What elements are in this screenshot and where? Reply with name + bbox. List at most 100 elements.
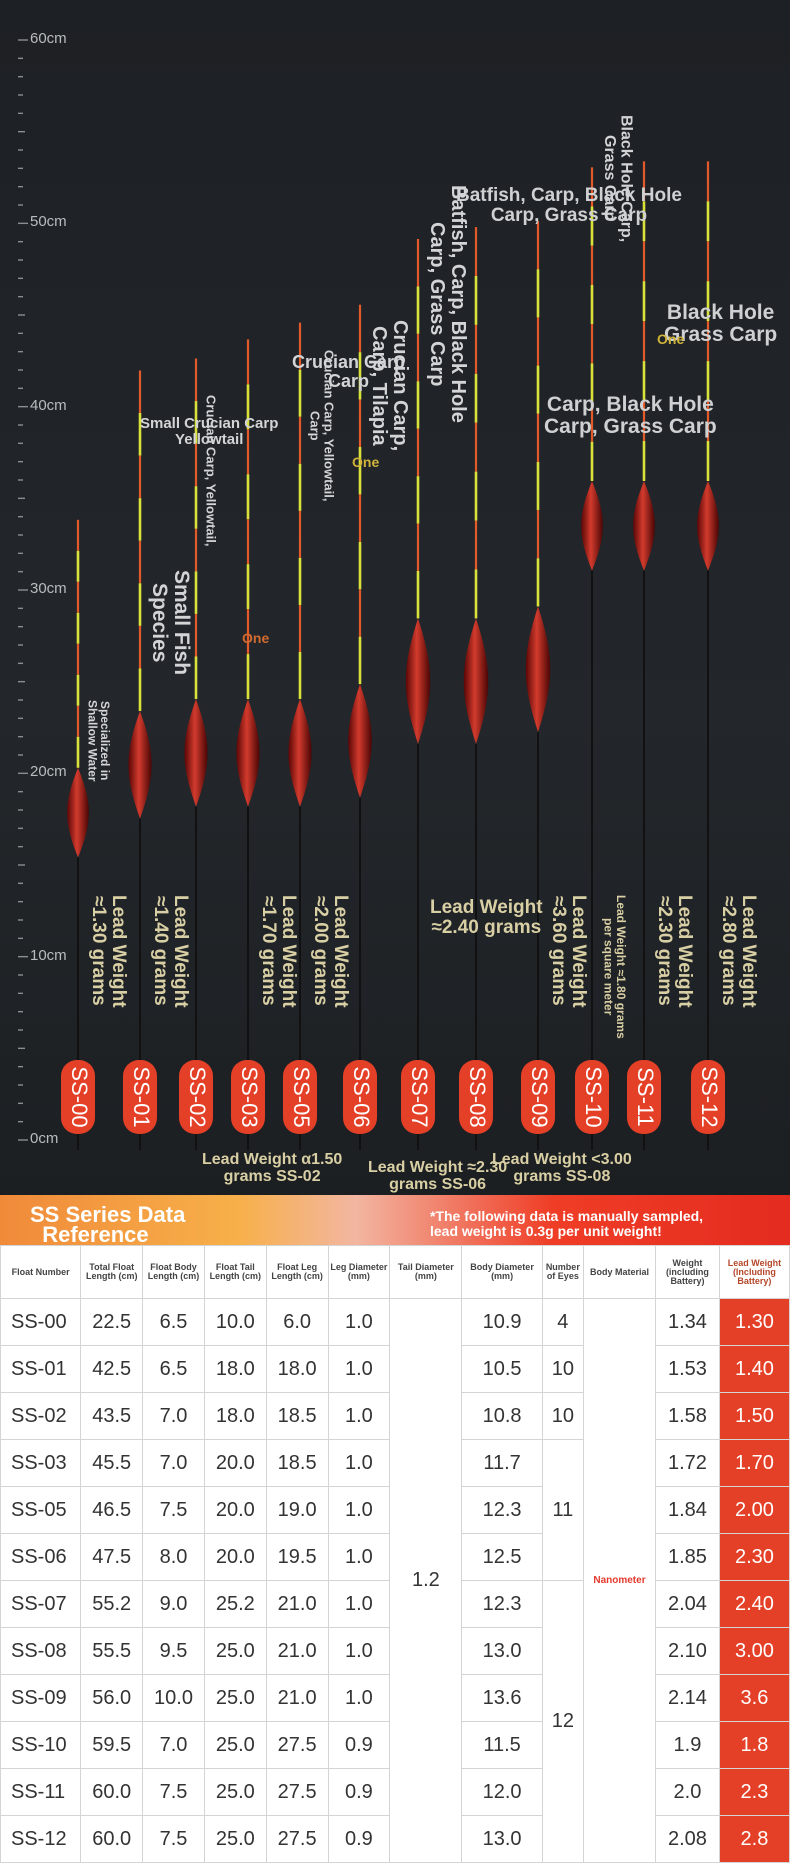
table-cell: 1.0 <box>327 1533 391 1581</box>
table-row: SS-01 42.5 6.5 18.0 18.0 1.0 10.5 10 1.53 1.40 <box>0 1345 790 1393</box>
spec-table: Float Number Total Float Length (cm) Float… <box>0 1245 790 1863</box>
float-id-label: SS-08 <box>465 1066 490 1127</box>
float-body <box>525 606 551 732</box>
ruler-label: 60cm <box>30 30 67 47</box>
table-header: Leg Diameter (mm) <box>327 1245 391 1299</box>
table-cell: SS-05 <box>0 1486 82 1534</box>
table-header: Float Tail Length (cm) <box>203 1245 267 1299</box>
table-cell: 25.0 <box>203 1768 267 1816</box>
table-cell: 11.5 <box>461 1721 543 1769</box>
table-cell: 13.0 <box>461 1627 543 1675</box>
table-cell: 1.8 <box>718 1721 790 1769</box>
table-cell: 47.5 <box>80 1533 144 1581</box>
table-cell: SS-07 <box>0 1580 82 1628</box>
table-cell: 1.9 <box>655 1721 720 1769</box>
table-cell: 27.5 <box>265 1815 329 1863</box>
table-cell: SS-08 <box>0 1627 82 1675</box>
annotation-one-2: One <box>242 630 270 646</box>
table-header-row: Float Number Total Float Length (cm) Float… <box>0 1245 790 1299</box>
table-cell: 8.0 <box>142 1533 205 1581</box>
table-row: SS-05 46.5 7.5 20.0 19.0 1.0 12.3 1.84 2.00 <box>0 1486 790 1534</box>
ruler-label: 30cm <box>30 580 67 597</box>
table-cell: 10.8 <box>461 1392 543 1440</box>
table-cell: 21.0 <box>265 1674 329 1722</box>
table-cell: 20.0 <box>203 1486 267 1534</box>
annotation-lead-ss06: Lead Weight ≈2.30 grams SS-06 <box>368 1159 508 1193</box>
table-header: Total Float Length (cm) <box>80 1245 144 1299</box>
float-body <box>405 618 431 744</box>
table-cell: 19.5 <box>265 1533 329 1581</box>
table-cell: 1.85 <box>655 1533 720 1581</box>
table-cell: 60.0 <box>80 1768 144 1816</box>
ruler-label: 0cm <box>30 1130 59 1147</box>
table-cell: 2.0 <box>655 1768 720 1816</box>
table-row: SS-09 56.0 10.0 25.0 21.0 1.0 13.6 2.14 3.6 <box>0 1674 790 1722</box>
table-row: SS-08 55.5 9.5 25.0 21.0 1.0 13.0 2.10 3.00 <box>0 1627 790 1675</box>
table-cell: 2.08 <box>655 1815 720 1863</box>
float-id-tag <box>123 1060 157 1134</box>
table-cell: 2.10 <box>655 1627 720 1675</box>
table-cell: 10.0 <box>142 1674 205 1722</box>
species-label: Crucian Carp, Carp, Tilapia <box>368 320 411 452</box>
float-body <box>348 684 372 798</box>
float-id-tag <box>401 1060 435 1134</box>
species-label: Small Fish Species <box>148 570 194 676</box>
float-body <box>67 767 89 858</box>
table-cell: SS-09 <box>0 1674 82 1722</box>
body-material-cell: Nanometer <box>582 1298 657 1863</box>
table-cell: 10.9 <box>461 1298 543 1346</box>
table-cell: SS-10 <box>0 1721 82 1769</box>
annotation-batfish-top: Batfish, Carp, Black Hole Carp, Grass Ca… <box>456 185 682 226</box>
table-cell: 10.5 <box>461 1345 543 1393</box>
table-cell: 1.0 <box>327 1298 391 1346</box>
table-cell: 22.5 <box>80 1298 144 1346</box>
table-cell: 56.0 <box>80 1674 144 1722</box>
table-cell: 7.0 <box>142 1721 205 1769</box>
float-body <box>581 480 603 571</box>
table-body: SS-00 22.5 6.5 10.0 6.0 1.0 1.2 10.9 4 Nanometer 1… <box>0 1298 790 1863</box>
banner-note: *The following data is manually sampled,… <box>430 1208 704 1239</box>
table-cell: 12.3 <box>461 1486 543 1534</box>
table-cell: 3.6 <box>718 1674 790 1722</box>
species-label: Black Hole Carp, Grass Carp <box>600 115 635 243</box>
float-id-label: SS-10 <box>581 1066 606 1127</box>
table-cell: 1.30 <box>718 1298 790 1346</box>
table-cell: 18.5 <box>265 1439 329 1487</box>
ruler-scale <box>18 39 28 1141</box>
table-header: Body Material <box>582 1245 657 1299</box>
table-cell: 25.2 <box>203 1580 267 1628</box>
table-cell: 1.70 <box>718 1439 790 1487</box>
table-row: SS-03 45.5 7.0 20.0 18.5 1.0 11.7 11 1.72 1.70 <box>0 1439 790 1581</box>
table-cell: 10.0 <box>203 1298 267 1346</box>
species-label: Crucian Carp, Yellowtail, <box>203 395 219 547</box>
table-cell: SS-06 <box>0 1533 82 1581</box>
lead-weight-label: Lead Weight ≈2.30 grams <box>653 895 695 1008</box>
annotation-lead-ss02: Lead Weight α1.50 grams SS-02 <box>202 1151 343 1185</box>
table-cell: 55.2 <box>80 1580 144 1628</box>
table-cell: 6.5 <box>142 1298 205 1346</box>
table-cell: 25.0 <box>203 1721 267 1769</box>
table-cell: 21.0 <box>265 1580 329 1628</box>
float-lineup: SS-00 SS-01 SS-02 SS-03 SS-05 SS-06 SS-07 SS-08… <box>61 161 725 1150</box>
float-id-tag <box>61 1060 95 1134</box>
table-cell: 2.8 <box>718 1815 790 1863</box>
lead-weight-label: Lead Weight ≈1.40 grams <box>149 895 191 1008</box>
table-cell: 2.30 <box>718 1533 790 1581</box>
float-id-label: SS-12 <box>697 1066 722 1127</box>
species-label: Batfish, Carp, Black Hole Carp, Grass Ca… <box>426 185 469 423</box>
table-cell: 2.40 <box>718 1580 790 1628</box>
table-header: Tail Diameter (mm) <box>389 1245 463 1299</box>
float-id-tag <box>575 1060 609 1134</box>
table-cell: 20.0 <box>203 1439 267 1487</box>
table-header: Lead Weight (Including Battery) <box>718 1245 790 1299</box>
annotation-lead-240: Lead Weight ≈2.40 grams <box>430 897 543 938</box>
table-cell: 0.9 <box>327 1815 391 1863</box>
table-row: SS-11 60.0 7.5 25.0 27.5 0.9 12.0 2.0 2.3 <box>0 1768 790 1816</box>
table-cell: 27.5 <box>265 1768 329 1816</box>
table-cell: 1.0 <box>327 1439 391 1487</box>
eyes-cell: 12 <box>541 1580 584 1863</box>
table-cell: 2.14 <box>655 1674 720 1722</box>
float-body <box>236 699 260 807</box>
table-cell: 1.72 <box>655 1439 720 1487</box>
table-cell: 7.5 <box>142 1815 205 1863</box>
